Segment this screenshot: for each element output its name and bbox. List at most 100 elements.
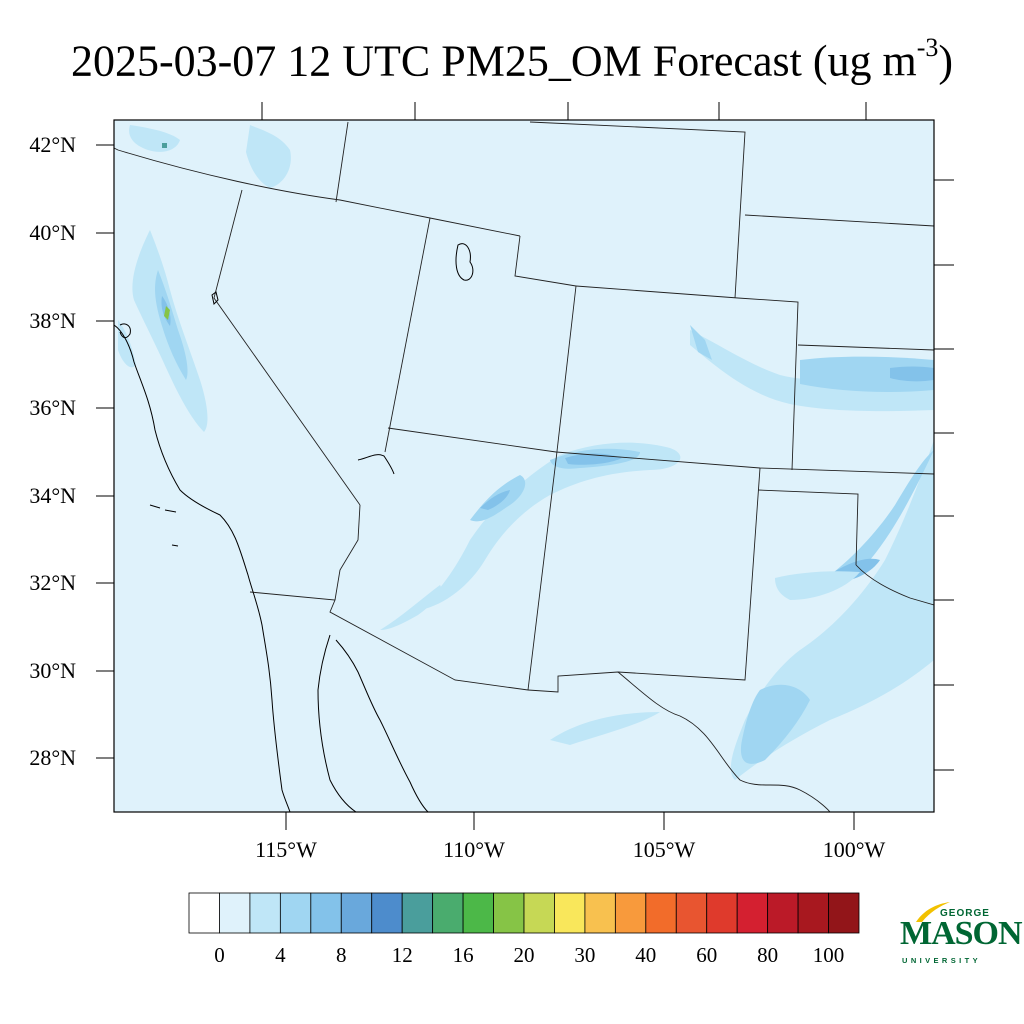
colorbar-label: 100 (812, 943, 845, 967)
title-unit-exponent: -3 (916, 33, 939, 62)
map-frame (113, 119, 935, 813)
colorbar-label: 60 (696, 943, 718, 967)
colorbar-label: 20 (513, 943, 535, 967)
colorbar-swatch (554, 892, 586, 934)
wy-mt-border (529, 121, 746, 299)
colorbar-swatch (279, 892, 312, 934)
colorbar-swatch (523, 892, 555, 934)
us-mexico-border (249, 591, 529, 691)
colorbar-swatch (736, 892, 769, 934)
colorbar-swatch (767, 892, 799, 934)
nm-tx-border (527, 467, 761, 693)
great-salt-lake (455, 243, 474, 281)
sd-ne-border (744, 214, 934, 227)
plume-sierra-hotspot (164, 306, 170, 320)
ok-red-river (855, 564, 934, 606)
lake-mead (357, 454, 395, 475)
colorbar-swatch (310, 892, 342, 934)
colorbar-swatch (371, 892, 403, 934)
az-nm-ut-co-ew (387, 427, 934, 475)
az-ca-border (334, 504, 361, 601)
colorbar-label: 30 (574, 943, 596, 967)
plume-sierra-core (155, 270, 188, 380)
id-wy-border (335, 121, 349, 203)
colorbar-label: 40 (635, 943, 657, 967)
colorbar (188, 892, 860, 934)
plume-kansas-peak (890, 366, 934, 382)
colorbar-label: 0 (214, 943, 225, 967)
co-ne-border (737, 297, 799, 471)
title-text: 2025-03-07 12 UTC PM25_OM Forecast (ug m (70, 36, 917, 86)
colorbar-swatch (706, 892, 738, 934)
plume-sw-nm-tail (380, 585, 442, 630)
ut-wy-border (514, 235, 577, 287)
pacific-coast (114, 324, 291, 812)
ca-or-nv-border (114, 147, 521, 237)
colorbar-swatch (493, 892, 525, 934)
channel-islands (149, 504, 179, 547)
lon-label-110: 110°W (443, 837, 505, 862)
logo-swoosh-icon (916, 902, 950, 922)
gmu-logo: GEORGE MASON UNIVERSITY (896, 896, 1023, 976)
lat-label-28: 28°N (29, 745, 76, 770)
lat-label-32: 32°N (29, 570, 76, 595)
plume-front-range (690, 325, 712, 360)
logo-mason: MASON (900, 915, 1023, 952)
tx-ok-border (757, 489, 859, 566)
sf-bay (119, 323, 131, 339)
plume-nca-hotspot (162, 143, 167, 148)
plume-ca-coast (118, 320, 136, 368)
colorbar-swatch (614, 892, 647, 934)
colorbar-swatch (462, 892, 494, 934)
concentration-field (118, 125, 934, 780)
lon-label-105: 105°W (632, 837, 696, 862)
colorbar-swatch (249, 892, 281, 934)
colorbar-swatch (828, 892, 860, 934)
colorbar-swatch (645, 892, 677, 934)
colorbar-label: 4 (275, 943, 286, 967)
four-corners-ns (527, 285, 577, 691)
nv-west-border (213, 189, 361, 506)
colorbar-swatch (797, 892, 829, 934)
wy-co-border (575, 285, 739, 299)
logo-george: GEORGE (940, 908, 990, 919)
nv-ut-border (384, 217, 431, 453)
axis-ticks (96, 102, 954, 830)
ne-ks-border (797, 344, 934, 351)
lon-label-115: 115°W (255, 837, 317, 862)
colorbar-label: 8 (336, 943, 347, 967)
colorbar-swatch (340, 892, 373, 934)
lat-label-30: 30°N (29, 658, 76, 683)
state-boundaries (114, 121, 934, 812)
lon-label-100: 100°W (822, 837, 886, 862)
colorbar-label: 16 (452, 943, 474, 967)
gulf-of-california-east (335, 639, 429, 812)
colorbar-swatch (432, 892, 464, 934)
logo-university: UNIVERSITY (902, 956, 982, 965)
gulf-of-california-west (317, 634, 357, 812)
colorbar-swatch (584, 892, 616, 934)
lat-label-42: 42°N (29, 132, 76, 157)
colorbar-swatch (675, 892, 708, 934)
plume-rio-grande (740, 684, 810, 764)
figure-title: 2025-03-07 12 UTC PM25_OM Forecast (ug m… (0, 22, 1024, 92)
plume-west-tx (775, 571, 860, 600)
coastlines (114, 243, 474, 812)
lat-label-36: 36°N (29, 395, 76, 420)
plume-az-peak (480, 490, 510, 510)
colorbar-label: 80 (757, 943, 779, 967)
colorbar-swatch (188, 892, 220, 934)
lat-label-38: 38°N (29, 308, 76, 333)
lake-tahoe (211, 291, 219, 305)
texas-rio-grande (617, 671, 831, 812)
colorbar-label: 12 (391, 943, 413, 967)
colorbar-swatch (401, 892, 434, 934)
plume-northern-ca (129, 125, 180, 152)
lat-label-40: 40°N (29, 220, 76, 245)
title-close-paren: ) (938, 36, 954, 86)
plume-big-bend (550, 712, 660, 745)
plume-texas-core (830, 450, 934, 577)
plume-idaho (246, 125, 291, 188)
